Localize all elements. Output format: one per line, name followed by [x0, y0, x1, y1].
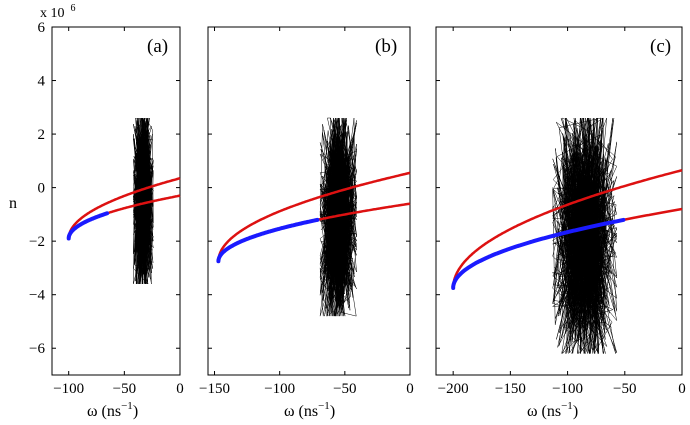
y-tick-label: 4 [38, 74, 46, 90]
panel-c-frame [435, 26, 683, 376]
panel-a-label: (a) [147, 36, 168, 57]
panel-b-label: (b) [375, 36, 397, 57]
noise-trajectory [133, 117, 154, 285]
panel-b-x-axis-label-close: ) [330, 403, 335, 420]
stable-branch [216, 217, 320, 264]
x-tick-label: −100 [264, 381, 295, 397]
panel-a-noise [133, 117, 154, 285]
panel-a-curve [66, 176, 181, 241]
unstable-branch-upper [217, 171, 411, 262]
x-tick-label: −100 [552, 381, 583, 397]
panel-c-label: (c) [650, 36, 671, 57]
noise-trajectory [319, 117, 357, 317]
y-axis-label: n [9, 195, 17, 212]
panel-a-x-axis-label-power: −1 [121, 400, 133, 412]
panel-a-x-ticks: −100 −50 0 [53, 27, 184, 397]
panel-b-x-axis-label: ω (ns−1) [284, 400, 335, 420]
panel-a-frame [51, 26, 181, 376]
panel-b-curve [216, 171, 411, 264]
y-tick-label: −2 [29, 234, 45, 250]
panel-b-y-ticks [208, 26, 410, 349]
panel-a-y-ticks: −6 −4 −2 0 2 4 6 [29, 20, 180, 357]
panel-b-noise [319, 117, 357, 317]
x-tick-label: −200 [438, 381, 469, 397]
x-tick-label: 0 [176, 381, 184, 397]
x-tick-label: −150 [199, 381, 230, 397]
unstable-branch-upper [451, 168, 683, 288]
x-tick-label: −100 [53, 381, 84, 397]
panel-a: −100 −50 0 −6 −4 −2 0 2 4 6 (a) ω (ns−1) [29, 20, 184, 420]
panel-b: −150 −100 −50 0 (b) ω (ns−1) [199, 26, 414, 420]
x-tick-label: 0 [406, 381, 414, 397]
x-tick-label: 0 [678, 381, 686, 397]
y-tick-label: 6 [38, 20, 46, 36]
panel-c-x-axis-label: ω (ns−1) [527, 400, 578, 420]
panel-c-x-axis-label-close: ) [573, 403, 578, 420]
panel-a-x-axis-label-close: ) [133, 403, 138, 420]
x-tick-label: −50 [113, 381, 136, 397]
stable-branch [66, 211, 110, 241]
panel-b-x-ticks: −150 −100 −50 0 [199, 27, 414, 397]
y-tick-label: −6 [29, 341, 45, 357]
panel-c-x-axis-label-power: −1 [561, 400, 573, 412]
noise-trajectory [552, 117, 618, 354]
y-exponent-base: x 10 [40, 6, 65, 21]
x-tick-label: −150 [495, 381, 526, 397]
panel-b-x-axis-label-text: ω (ns [284, 403, 318, 420]
y-exponent-label: x 10 6 [40, 3, 76, 21]
panel-c-curve [451, 168, 683, 290]
panel-c-y-ticks [436, 26, 682, 349]
panel-c: −200 −150 −100 −50 0 (c) ω (ns−1) [435, 26, 686, 420]
panel-b-x-axis-label-power: −1 [318, 400, 330, 412]
panel-c-x-axis-label-text: ω (ns [527, 403, 561, 420]
y-exponent-power: 6 [71, 3, 76, 14]
y-tick-label: −4 [29, 288, 45, 304]
panel-a-x-axis-label-text: ω (ns [87, 403, 121, 420]
panel-c-noise [552, 117, 618, 354]
y-tick-label: 2 [38, 127, 46, 143]
stable-branch [451, 217, 626, 290]
x-tick-label: −50 [613, 381, 636, 397]
panel-c-x-ticks: −200 −150 −100 −50 0 [438, 27, 686, 397]
y-tick-label: 0 [38, 181, 46, 197]
x-tick-label: −50 [333, 381, 356, 397]
panel-a-x-axis-label: ω (ns−1) [87, 400, 138, 420]
